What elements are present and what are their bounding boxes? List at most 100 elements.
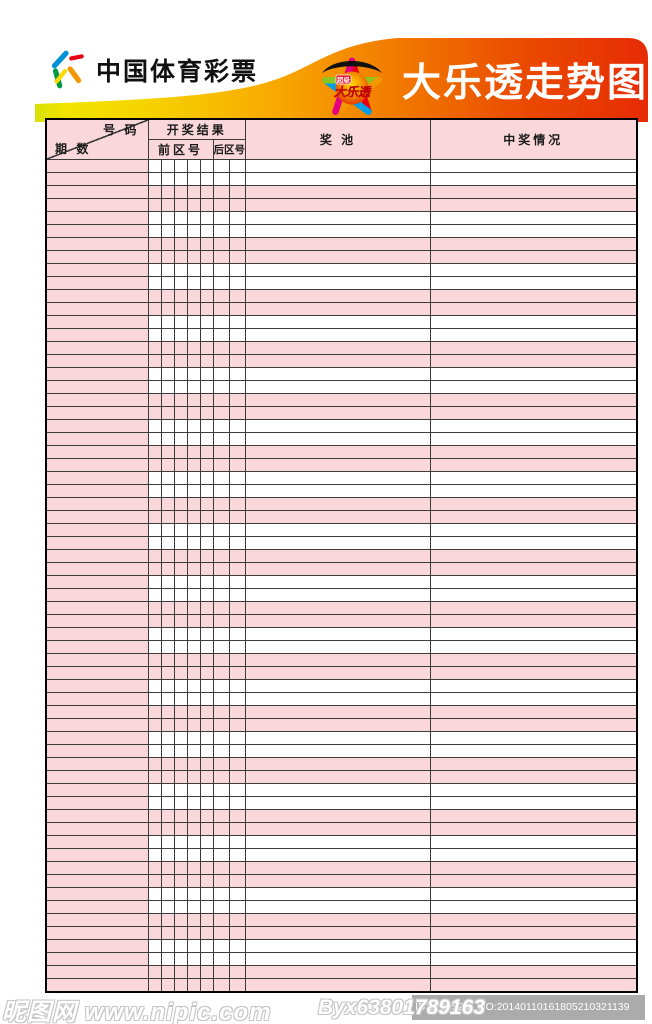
table-row	[45, 523, 637, 537]
cell-number	[160, 770, 175, 784]
cell-number	[160, 510, 175, 524]
cell-pool	[245, 770, 431, 784]
cell-period	[45, 380, 149, 394]
cell-number	[147, 536, 162, 550]
cell-period	[45, 861, 149, 875]
cell-number	[147, 809, 162, 823]
table-row	[45, 718, 637, 732]
cell-number	[186, 562, 201, 576]
cell-number	[160, 263, 175, 277]
cell-pool	[245, 874, 431, 888]
cell-period	[45, 484, 149, 498]
cell-number	[199, 458, 214, 472]
cell-number	[199, 874, 214, 888]
cell-pool	[245, 185, 431, 199]
table-row	[45, 224, 637, 238]
cell-number	[147, 315, 162, 329]
cell-number	[160, 185, 175, 199]
cell-number	[228, 978, 247, 993]
cell-number	[173, 965, 188, 979]
cell-number	[212, 549, 230, 563]
cell-number	[228, 900, 247, 914]
cell-number	[160, 666, 175, 680]
cell-winning	[430, 328, 637, 342]
table-row	[45, 952, 637, 966]
table-row	[45, 731, 637, 745]
cell-winning	[430, 198, 637, 212]
cell-number	[173, 393, 188, 407]
table-row	[45, 692, 637, 706]
cell-number	[147, 848, 162, 862]
cell-number	[173, 315, 188, 329]
cell-period	[45, 731, 149, 745]
sports-lottery-logo-icon	[51, 50, 84, 89]
cell-number	[160, 822, 175, 836]
cell-number	[160, 679, 175, 693]
cell-number	[212, 653, 230, 667]
cell-number	[160, 939, 175, 953]
cell-number	[199, 354, 214, 368]
cell-winning	[430, 380, 637, 394]
cell-period	[45, 601, 149, 615]
cell-number	[186, 718, 201, 732]
cell-number	[212, 939, 230, 953]
cell-winning	[430, 523, 637, 537]
cell-number	[228, 159, 247, 173]
cell-number	[147, 341, 162, 355]
cell-winning	[430, 653, 637, 667]
cell-number	[212, 770, 230, 784]
cell-period	[45, 549, 149, 563]
cell-number	[199, 328, 214, 342]
cell-winning	[430, 900, 637, 914]
cell-number	[160, 432, 175, 446]
table-row	[45, 978, 637, 993]
back-zone-header: 后区号	[212, 139, 246, 160]
table-row	[45, 835, 637, 849]
cell-winning	[430, 770, 637, 784]
cell-winning	[430, 172, 637, 186]
table-row	[45, 185, 637, 199]
cell-period	[45, 510, 149, 524]
cell-number	[147, 913, 162, 927]
cell-number	[147, 822, 162, 836]
cell-number	[199, 978, 214, 993]
cell-number	[212, 978, 230, 993]
cell-pool	[245, 406, 431, 420]
cell-winning	[430, 809, 637, 823]
cell-number	[160, 640, 175, 654]
cell-number	[147, 380, 162, 394]
cell-number	[160, 835, 175, 849]
table-row	[45, 809, 637, 823]
cell-period	[45, 926, 149, 940]
cell-number	[160, 757, 175, 771]
cell-number	[173, 770, 188, 784]
cell-period	[45, 900, 149, 914]
cell-number	[160, 900, 175, 914]
cell-number	[199, 705, 214, 719]
cell-number	[147, 978, 162, 993]
table-row	[45, 289, 637, 303]
corner-period-label: 期 数	[55, 142, 92, 156]
cell-number	[228, 874, 247, 888]
cell-number	[160, 458, 175, 472]
cell-pool	[245, 549, 431, 563]
cell-number	[160, 328, 175, 342]
table-row	[45, 406, 637, 420]
cell-number	[199, 848, 214, 862]
table-row	[45, 237, 637, 251]
cell-number	[228, 861, 247, 875]
corner-number-label: 号 码	[103, 123, 140, 137]
cell-number	[228, 341, 247, 355]
cell-number	[186, 393, 201, 407]
id-bar-text: ID:12395201 NO:20140110161805210321139	[415, 1001, 630, 1013]
cell-number	[173, 588, 188, 602]
cell-number	[147, 562, 162, 576]
corner-cell: 号 码期 数	[45, 118, 149, 160]
cell-number	[186, 289, 201, 303]
cell-number	[212, 432, 230, 446]
cell-number	[212, 289, 230, 303]
cell-number	[212, 809, 230, 823]
cell-number	[212, 419, 230, 433]
cell-number	[186, 341, 201, 355]
table-row	[45, 380, 637, 394]
